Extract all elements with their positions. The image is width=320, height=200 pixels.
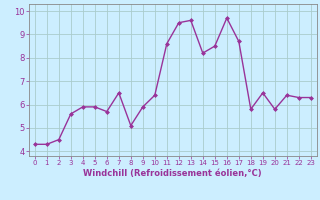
X-axis label: Windchill (Refroidissement éolien,°C): Windchill (Refroidissement éolien,°C) [84,169,262,178]
